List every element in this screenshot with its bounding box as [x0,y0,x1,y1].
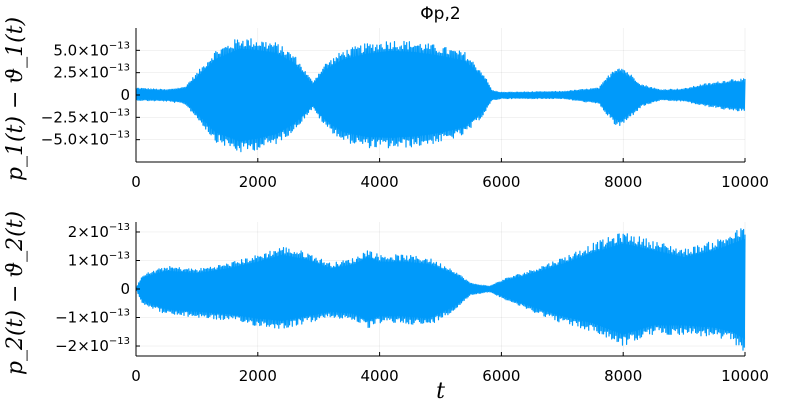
x-tick-label: 10000 [721,367,769,385]
y-tick-label: 0 [120,86,130,104]
y-tick-label: 2×10−13 [68,222,130,241]
x-tick-label: 8000 [604,173,642,191]
y-tick-label: −2.5×10−13 [41,107,130,126]
x-tick-label: 4000 [361,173,399,191]
x-tick-label: 8000 [604,367,642,385]
x-tick-label: 2000 [239,367,277,385]
top-panel: 0 2000 4000 6000 8000 10000 5.0×10−13 2.5×10−13… [3,4,769,191]
x-tick-label: 4000 [361,367,399,385]
x-tick-label: 6000 [482,367,520,385]
series-band [136,48,745,142]
y-tick-label: 2.5×10−13 [53,63,130,82]
bottom-panel: 0 2000 4000 6000 8000 10000 2×10−13 1×10−13 0 −1×… [3,211,769,400]
chart-title: Φp,2 [420,4,460,24]
y-tick-label: −2×10−13 [55,336,130,355]
series-band [136,238,745,340]
x-tick-label: 0 [131,367,141,385]
y-axis-label: p_1(t) − ϑ_1(t) [3,17,28,181]
x-axis-label: t [436,379,445,400]
y-axis-label: p_2(t) − ϑ_2(t) [3,211,28,375]
series-line [135,228,746,351]
x-tick-label: 10000 [721,173,769,191]
y-tick-label: 5.0×10−13 [53,40,130,59]
x-tick-label: 6000 [482,173,520,191]
y-tick-label: −1×10−13 [55,308,130,327]
x-tick-label: 2000 [239,173,277,191]
y-tick-label: 0 [120,280,130,298]
series-line [135,38,746,153]
y-tick-label: −5.0×10−13 [41,130,130,149]
x-tick-label: 0 [131,173,141,191]
y-tick-label: 1×10−13 [68,250,130,269]
